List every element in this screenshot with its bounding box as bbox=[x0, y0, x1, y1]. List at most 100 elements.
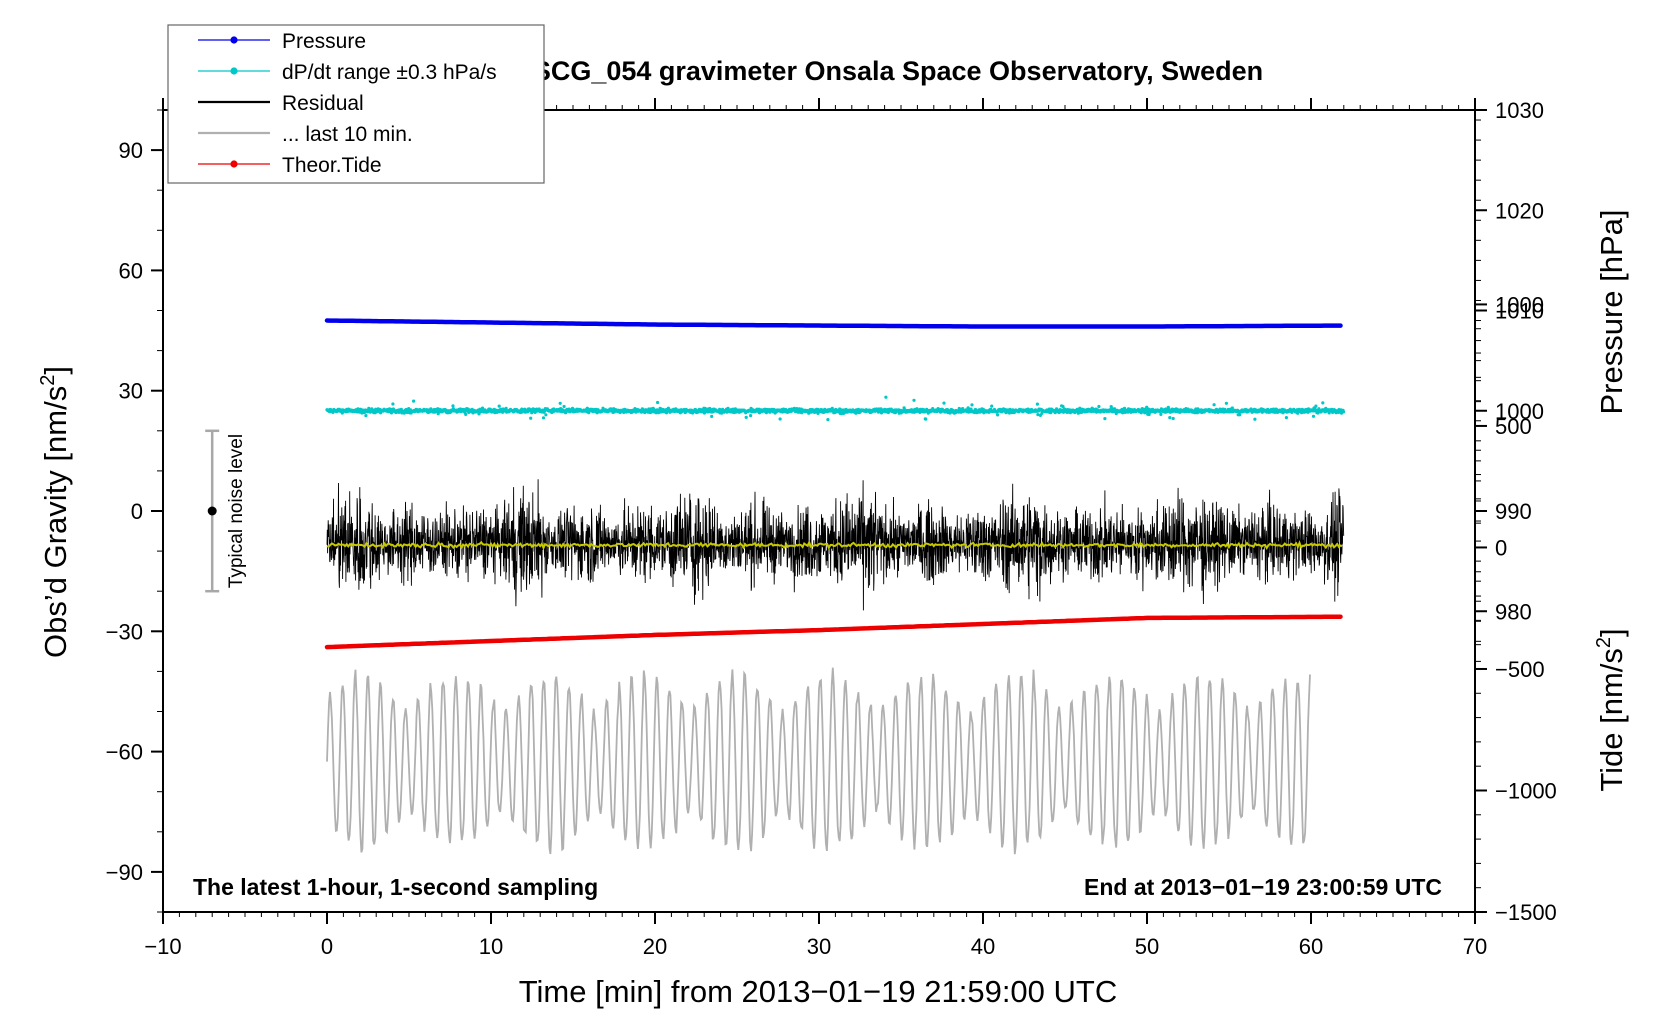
x-axis-ticks: −10 0 10 20 30 40 50 60 70 bbox=[144, 98, 1487, 959]
dpdt-point bbox=[504, 406, 508, 410]
left-axis-label-sup: 2 bbox=[37, 375, 59, 386]
dpdt-point bbox=[544, 413, 548, 417]
noise-indicator: Typical noise level bbox=[205, 429, 247, 593]
tide-tick-label: 1000 bbox=[1495, 292, 1544, 317]
pressure-tick-label: 980 bbox=[1495, 599, 1532, 624]
dpdt-point bbox=[1097, 404, 1101, 409]
dpdt-point bbox=[497, 404, 501, 408]
left-tick-label: −90 bbox=[106, 860, 143, 885]
legend-marker bbox=[230, 67, 238, 75]
dpdt-point bbox=[942, 401, 946, 405]
left-axis-label: Obs’d Gravity [nm/s2] bbox=[37, 366, 73, 658]
dpdt-point bbox=[744, 415, 748, 419]
left-axis-label-end: ] bbox=[38, 366, 73, 375]
dpdt-point bbox=[884, 395, 888, 399]
dpdt-point bbox=[970, 403, 974, 407]
dpdt-point bbox=[1139, 411, 1143, 415]
dpdt-point bbox=[961, 407, 965, 411]
pressure-tick-label: 1030 bbox=[1495, 98, 1544, 123]
noise-label: Typical noise level bbox=[226, 434, 247, 588]
series-residual-smoothed bbox=[326, 539, 1343, 551]
dpdt-point bbox=[1224, 401, 1228, 405]
dpdt-point bbox=[990, 404, 994, 408]
tide-tick-label: 0 bbox=[1495, 535, 1507, 560]
tide-tick-label: −1500 bbox=[1495, 900, 1557, 925]
x-axis-label: Time [min] from 2013−01−19 21:59:00 UTC bbox=[519, 974, 1118, 1009]
dpdt-point bbox=[710, 414, 714, 418]
dpdt-point bbox=[562, 404, 566, 409]
dpdt-point bbox=[1171, 416, 1175, 421]
legend-label: ... last 10 min. bbox=[282, 123, 413, 146]
dpdt-point bbox=[389, 411, 394, 415]
legend-label: Pressure bbox=[282, 30, 366, 53]
dpdt-point bbox=[558, 401, 562, 405]
dpdt-point bbox=[480, 406, 485, 410]
series-theor-tide bbox=[324, 614, 1343, 650]
legend-marker bbox=[230, 160, 238, 168]
x-tick-label: 30 bbox=[807, 934, 831, 959]
dpdt-point bbox=[1311, 414, 1316, 418]
dpdt-point bbox=[1314, 404, 1318, 408]
x-tick-label: 20 bbox=[643, 934, 667, 959]
pressure-tick-label: 1020 bbox=[1495, 198, 1544, 223]
series-dpdt bbox=[325, 395, 1346, 422]
dpdt-point bbox=[856, 407, 861, 411]
x-tick-label: 60 bbox=[1299, 934, 1323, 959]
dpdt-point bbox=[656, 400, 660, 405]
dpdt-point bbox=[1035, 402, 1039, 406]
series-pressure bbox=[324, 318, 1343, 329]
pressure-tick-label: 1010 bbox=[1495, 299, 1544, 324]
series-residual bbox=[326, 479, 1345, 611]
dpdt-point bbox=[957, 406, 961, 411]
dpdt-point bbox=[1061, 404, 1065, 409]
noise-center-dot bbox=[207, 506, 217, 516]
tide-tick-label: 500 bbox=[1495, 414, 1532, 439]
tide-tick-label: −500 bbox=[1495, 657, 1545, 682]
left-tick-label: 30 bbox=[119, 379, 143, 404]
legend: Pressure dP/dt range ±0.3 hPa/s Residual..… bbox=[167, 24, 545, 184]
left-axis-ticks: 90 60 30 0 −30 −60 −90 bbox=[106, 109, 163, 913]
dpdt-point bbox=[996, 413, 1000, 417]
x-tick-label: 0 bbox=[321, 934, 333, 959]
x-tick-label: 50 bbox=[1135, 934, 1159, 959]
dpdt-point bbox=[391, 402, 395, 406]
dpdt-point bbox=[1036, 413, 1040, 417]
dpdt-point bbox=[830, 406, 834, 410]
dpdt-point bbox=[912, 398, 916, 402]
legend-label: dP/dt range ±0.3 hPa/s bbox=[282, 61, 497, 84]
left-tick-label: 90 bbox=[119, 138, 143, 163]
legend-label: Theor.Tide bbox=[282, 154, 382, 177]
left-tick-label: −30 bbox=[106, 619, 143, 644]
dpdt-point bbox=[1253, 417, 1257, 421]
x-tick-label: −10 bbox=[144, 934, 181, 959]
dpdt-point bbox=[1040, 411, 1044, 415]
dpdt-point bbox=[726, 406, 730, 410]
tide-axis-label-end: ] bbox=[1594, 628, 1629, 637]
dpdt-point bbox=[529, 416, 533, 420]
dpdt-point bbox=[1168, 416, 1172, 420]
dpdt-point bbox=[1341, 410, 1346, 414]
legend-label: Residual bbox=[282, 92, 364, 115]
left-tick-label: 60 bbox=[119, 258, 143, 283]
dpdt-point bbox=[464, 412, 468, 416]
tide-tick-label: −1000 bbox=[1495, 778, 1557, 803]
data-layer bbox=[324, 318, 1346, 855]
pressure-axis-label: Pressure [hPa] bbox=[1594, 209, 1629, 414]
x-tick-label: 10 bbox=[479, 934, 503, 959]
dpdt-point bbox=[1103, 417, 1107, 421]
legend-marker bbox=[230, 36, 238, 44]
annotation-bottom-right: End at 2013−01−19 23:00:59 UTC bbox=[1084, 874, 1442, 900]
annotation-bottom-left: The latest 1-hour, 1-second sampling bbox=[193, 874, 598, 900]
dpdt-point bbox=[826, 418, 830, 422]
pressure-tick-label: 990 bbox=[1495, 499, 1532, 524]
pressure-tick-label: 1000 bbox=[1495, 399, 1544, 424]
dpdt-point bbox=[451, 404, 455, 408]
dpdt-point bbox=[749, 414, 753, 418]
dpdt-point bbox=[541, 416, 546, 420]
legend-box bbox=[167, 24, 545, 184]
left-tick-label: 0 bbox=[131, 499, 143, 524]
dpdt-point bbox=[1109, 405, 1113, 409]
dpdt-point bbox=[1212, 403, 1216, 407]
